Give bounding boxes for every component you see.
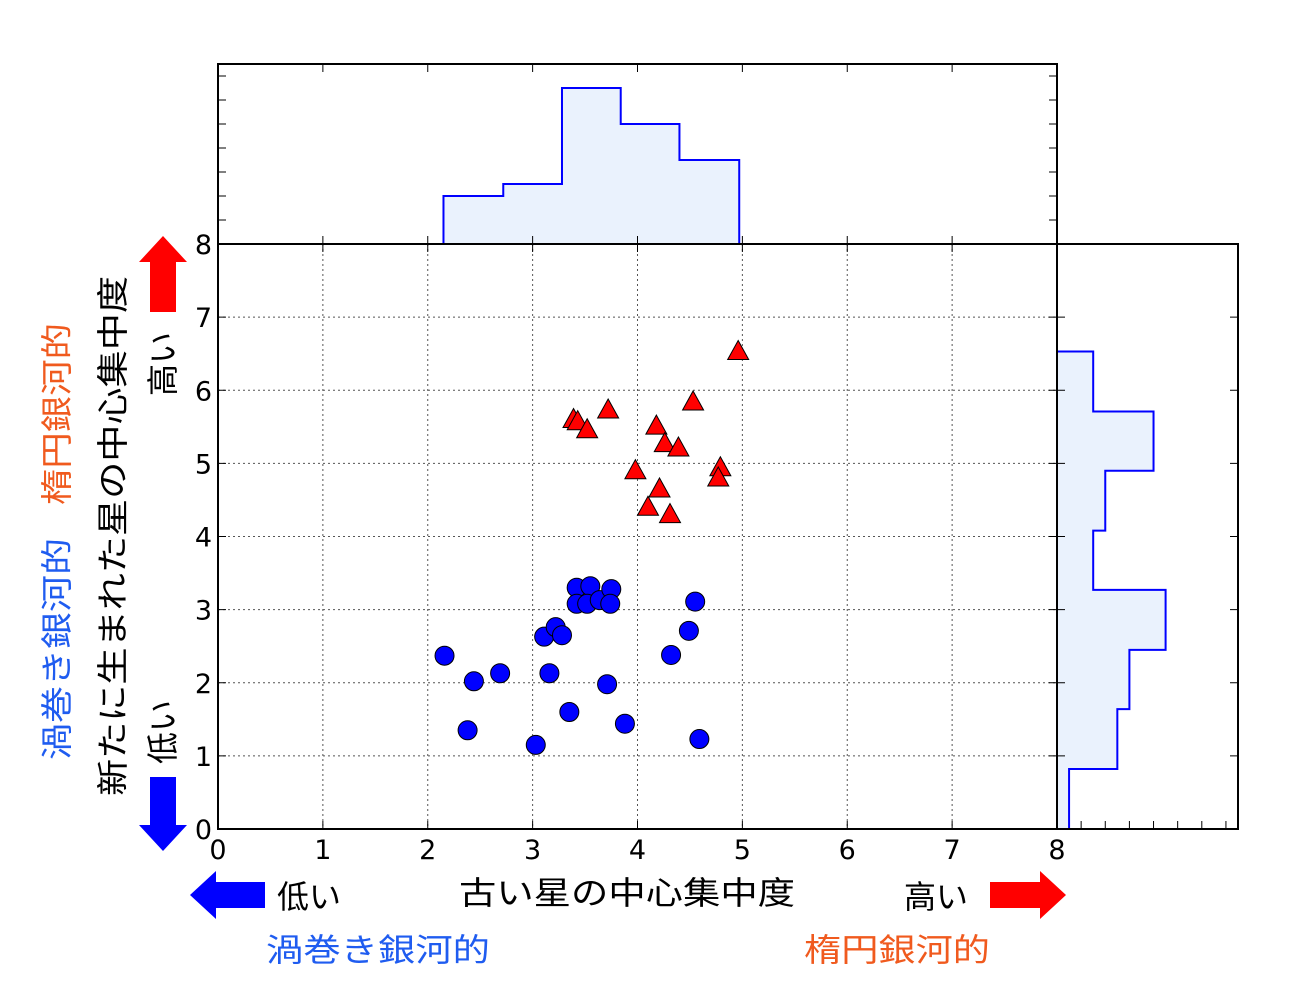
x-tick-label: 6 <box>839 835 856 866</box>
x-tick-label: 0 <box>209 835 226 866</box>
y-tick-label: 2 <box>195 669 212 700</box>
y-tick-label: 5 <box>195 449 212 480</box>
x-high-class-label: 楕円銀河的 <box>804 931 990 969</box>
x-tick-label: 1 <box>314 835 331 866</box>
y-tick-label: 7 <box>195 303 212 334</box>
x-high-label: 高い <box>904 878 968 916</box>
tick-labels: 0 1 2 3 4 5 6 7 8 0 1 2 3 4 5 6 7 8 <box>195 230 1066 866</box>
up-arrow-icon <box>139 236 187 312</box>
left-arrow-icon <box>190 871 265 919</box>
elliptical-point <box>596 397 620 419</box>
spiral-point <box>678 620 699 641</box>
spiral-point <box>689 729 710 750</box>
y-tick-label: 3 <box>195 596 212 627</box>
elliptical-point <box>658 502 682 524</box>
elliptical-point <box>667 435 690 457</box>
grid-lines <box>218 244 1057 829</box>
y-tick-label: 0 <box>195 815 212 846</box>
spiral-point <box>539 663 560 684</box>
spiral-point <box>600 593 621 614</box>
elliptical-point <box>653 431 677 453</box>
elliptical-point <box>706 465 730 487</box>
x-tick-label: 4 <box>629 835 646 866</box>
elliptical-point <box>636 495 660 516</box>
y-high-label: 高い <box>144 332 182 396</box>
elliptical-point <box>648 476 671 498</box>
spiral-point <box>685 591 706 612</box>
y-high-class-label: 楕円銀河的 <box>38 323 76 505</box>
y-axis-annotations: 高い 低い 新たに生まれた星の中心集中度 楕円銀河的 渦巻き銀河的 <box>38 236 187 851</box>
spiral-point <box>559 702 580 722</box>
axes-frames <box>217 63 1239 830</box>
histogram-bars <box>1056 350 1167 830</box>
x-tick-label: 3 <box>524 835 541 866</box>
spiral-point <box>457 720 478 741</box>
y-low-label: 低い <box>144 700 182 764</box>
elliptical-point <box>645 414 668 435</box>
y-tick-label: 6 <box>195 376 212 407</box>
x-tick-label: 5 <box>734 835 751 866</box>
spiral-point <box>434 645 455 666</box>
spiral-point <box>551 625 572 646</box>
spiral-point <box>597 674 618 695</box>
spiral-point <box>490 663 511 684</box>
elliptical-point <box>681 389 705 411</box>
x-axis-title: 古い星の中心集中度 <box>459 874 795 912</box>
elliptical-point <box>575 417 599 439</box>
x-low-class-label: 渦巻き銀河的 <box>266 931 490 969</box>
elliptical-point <box>726 339 750 360</box>
spiral-point <box>463 671 484 692</box>
down-arrow-icon <box>139 777 187 851</box>
y-tick-label: 8 <box>195 230 212 261</box>
right-arrow-icon <box>990 871 1066 919</box>
scatter-points <box>434 339 750 755</box>
x-axis-annotations: 低い 古い星の中心集中度 高い 渦巻き銀河的 楕円銀河的 <box>190 871 1066 969</box>
elliptical-point <box>566 409 590 431</box>
x-tick-label: 8 <box>1048 835 1065 866</box>
spiral-point <box>525 734 546 755</box>
top-histogram <box>442 87 741 245</box>
y-tick-label: 4 <box>195 523 212 554</box>
x-low-label: 低い <box>277 878 341 916</box>
right-histogram <box>1056 350 1167 830</box>
histogram-bars <box>442 87 741 245</box>
y-tick-label: 1 <box>195 742 212 773</box>
spiral-point <box>614 713 635 734</box>
y-axis-title: 新たに生まれた星の中心集中度 <box>94 276 132 796</box>
elliptical-point <box>624 458 647 480</box>
x-tick-label: 2 <box>419 835 436 866</box>
spiral-point <box>661 644 682 665</box>
x-tick-label: 7 <box>944 835 961 866</box>
y-low-class-label: 渦巻き銀河的 <box>38 538 76 760</box>
